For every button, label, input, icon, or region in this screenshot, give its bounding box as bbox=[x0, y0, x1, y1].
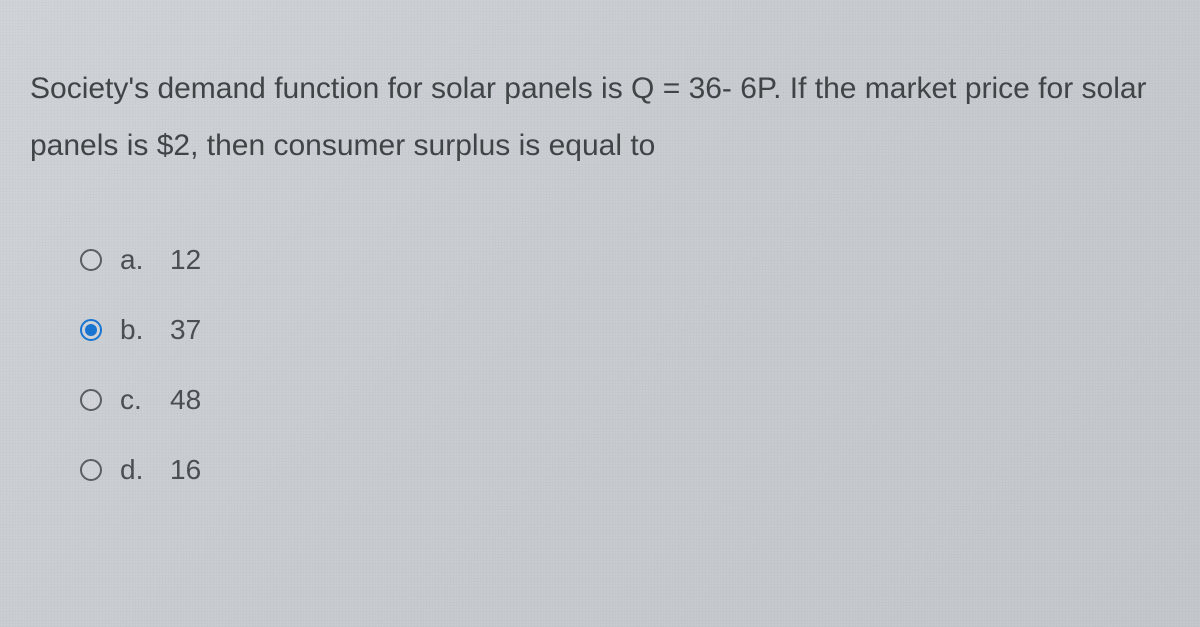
option-letter-d: d. bbox=[120, 454, 170, 486]
radio-a[interactable] bbox=[80, 249, 102, 271]
options-list: a. 12 b. 37 c. 48 d. 16 bbox=[30, 244, 1170, 486]
option-value-b: 37 bbox=[170, 314, 201, 346]
question-text: Society's demand function for solar pane… bbox=[30, 60, 1170, 174]
option-c[interactable]: c. 48 bbox=[80, 384, 1170, 416]
option-d[interactable]: d. 16 bbox=[80, 454, 1170, 486]
option-value-c: 48 bbox=[170, 384, 201, 416]
radio-d[interactable] bbox=[80, 459, 102, 481]
option-a[interactable]: a. 12 bbox=[80, 244, 1170, 276]
option-value-a: 12 bbox=[170, 244, 201, 276]
option-b[interactable]: b. 37 bbox=[80, 314, 1170, 346]
option-letter-a: a. bbox=[120, 244, 170, 276]
option-letter-b: b. bbox=[120, 314, 170, 346]
radio-b[interactable] bbox=[80, 319, 102, 341]
option-letter-c: c. bbox=[120, 384, 170, 416]
option-value-d: 16 bbox=[170, 454, 201, 486]
radio-c[interactable] bbox=[80, 389, 102, 411]
